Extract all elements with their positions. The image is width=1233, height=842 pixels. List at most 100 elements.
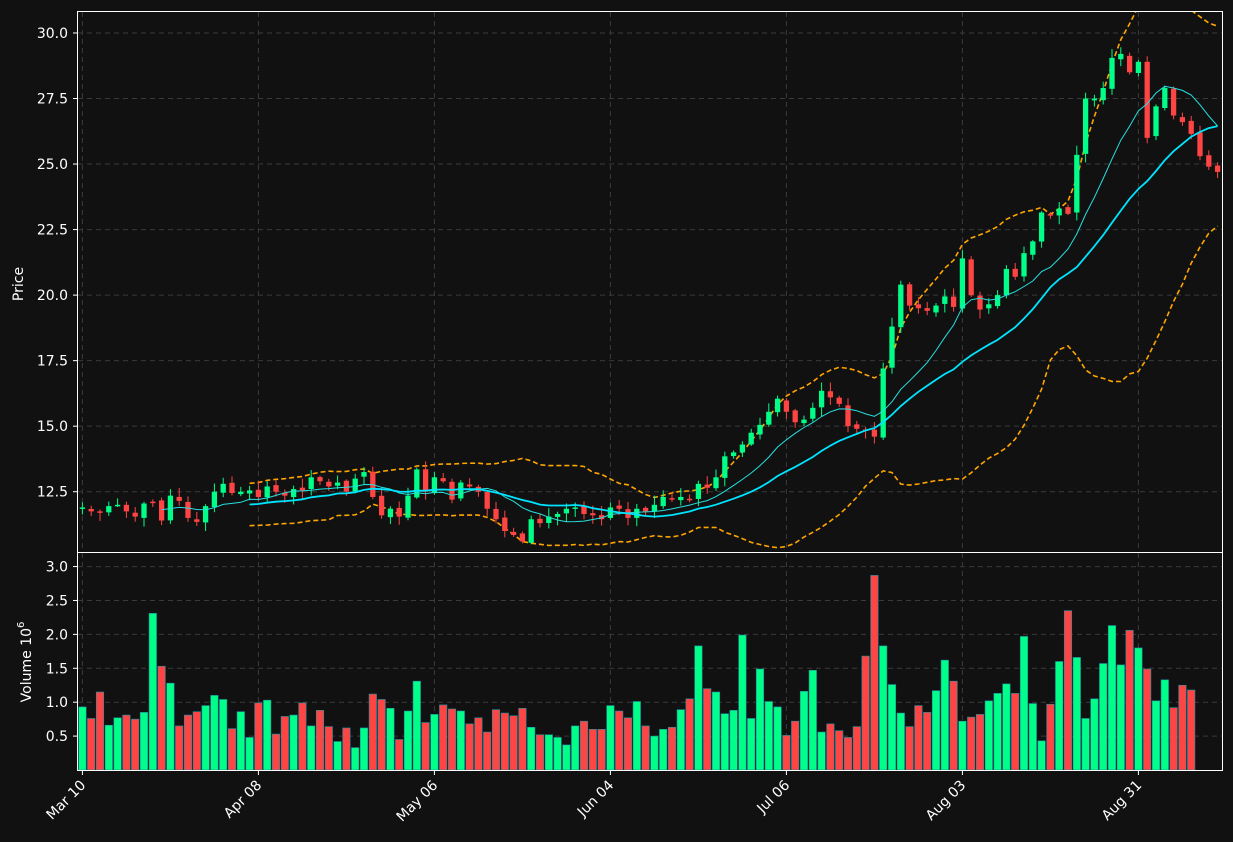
volume-bar — [694, 645, 703, 771]
volume-bar — [1011, 693, 1020, 771]
candle-body — [563, 508, 570, 514]
volume-bar — [553, 737, 562, 771]
volume-bar — [896, 712, 905, 771]
candle-body — [114, 504, 121, 507]
volume-bar — [588, 729, 597, 771]
volume-bar — [1037, 740, 1046, 771]
volume-bar — [113, 717, 122, 771]
volume-bar — [131, 718, 140, 771]
candle-body — [1197, 132, 1203, 157]
candle-body — [950, 296, 957, 307]
moving-averages — [161, 85, 1218, 523]
volume-bar — [711, 691, 721, 771]
candle-body — [739, 444, 746, 453]
candle-body — [581, 505, 587, 514]
volume-axis-title: Volume 106 — [16, 622, 35, 703]
price-y-axis: 12.5 15.0 17.5 20.0 22.5 25.0 27.5 30.0 — [37, 26, 78, 501]
volume-bar — [465, 723, 474, 771]
candle-body — [431, 477, 438, 494]
candle-body — [792, 410, 798, 423]
volume-bar — [764, 701, 773, 771]
volume-bar — [298, 702, 307, 771]
candle-body — [924, 308, 930, 311]
volume-bar — [808, 670, 817, 771]
volume-bar — [984, 700, 993, 771]
volume-bar — [1002, 683, 1011, 771]
candle-body — [282, 492, 288, 496]
candle-body — [977, 295, 983, 310]
candle-body — [845, 405, 851, 427]
candle-body — [238, 491, 244, 495]
candle-body — [704, 484, 710, 488]
volume-bar — [967, 716, 976, 771]
upper-band-line — [249, 12, 1218, 499]
volume-bar — [192, 711, 201, 771]
candle-body — [326, 481, 332, 487]
candle-body — [942, 296, 948, 304]
candle-body — [730, 452, 737, 457]
volume-bar — [342, 727, 351, 771]
volume-bar — [799, 691, 809, 771]
volume-bar — [377, 699, 386, 771]
candle-body — [334, 482, 341, 486]
candle-body — [466, 484, 473, 487]
candle-body — [678, 496, 684, 501]
volume-bar — [1125, 630, 1134, 771]
volume-bar — [993, 693, 1002, 771]
candle-body — [150, 501, 156, 504]
volume-bar — [403, 710, 413, 771]
candle-body — [1109, 57, 1115, 89]
candle-body — [1021, 253, 1027, 277]
volume-bar — [641, 725, 650, 771]
candle-body — [229, 482, 235, 494]
volume-bar — [685, 698, 694, 771]
candle-body — [422, 469, 429, 492]
price-tick-label: 17.5 — [37, 354, 68, 370]
candle-body — [642, 507, 649, 512]
candle-body — [959, 258, 966, 309]
volume-bar — [1081, 718, 1090, 771]
candle-body — [1091, 98, 1098, 101]
candle-body — [537, 518, 543, 524]
volume-tick-label: 0.5 — [46, 729, 68, 745]
volume-tick-label: 2.0 — [46, 627, 68, 643]
candle-body — [361, 472, 367, 477]
volume-bar — [879, 645, 888, 771]
volume-bar — [870, 575, 879, 771]
candle-body — [1003, 268, 1010, 296]
candle-body — [1144, 61, 1150, 138]
volume-bar — [958, 720, 967, 771]
candle-body — [1162, 88, 1168, 109]
candle-body — [352, 478, 358, 492]
volume-bar — [571, 725, 580, 771]
volume-bar — [650, 735, 659, 771]
volume-bar — [183, 714, 193, 771]
volume-bar — [1019, 636, 1029, 771]
candle-body — [484, 492, 490, 509]
candle-body — [669, 498, 675, 500]
volume-bar — [210, 695, 219, 771]
candle-body — [220, 483, 226, 493]
candle-body — [546, 516, 552, 524]
price-tick-label: 30.0 — [37, 26, 68, 42]
candle-body — [836, 397, 842, 404]
volume-bar — [535, 734, 545, 771]
candle-body — [598, 515, 605, 520]
candle-body — [871, 429, 878, 437]
volume-bar — [219, 699, 228, 771]
volume-panel-frame — [77, 552, 1223, 771]
candle-body — [686, 498, 693, 501]
volume-bar — [1099, 663, 1108, 771]
volume-bar — [412, 680, 421, 771]
volume-bar — [667, 726, 677, 771]
volume-bar — [1160, 679, 1169, 771]
candle-body — [440, 478, 446, 482]
volume-bar — [843, 737, 853, 771]
volume-bar — [1028, 703, 1037, 771]
candle-body — [590, 513, 596, 516]
candle-body — [572, 507, 578, 509]
price-tick-label: 20.0 — [37, 288, 68, 304]
volume-bar — [615, 710, 624, 771]
volume-bar — [1055, 661, 1064, 771]
